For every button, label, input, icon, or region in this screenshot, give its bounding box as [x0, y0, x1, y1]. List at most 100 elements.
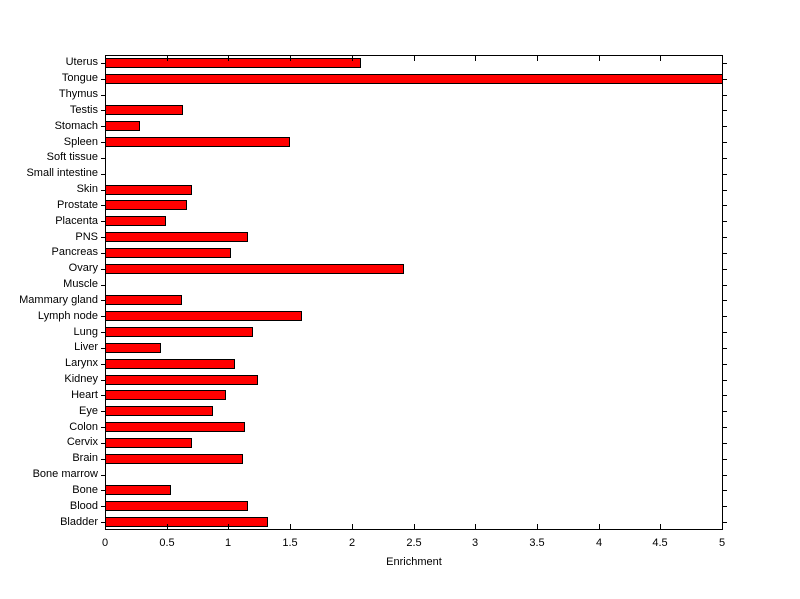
- y-tick-mark-left: [101, 316, 105, 317]
- bar-stomach: [105, 121, 140, 131]
- y-tick-mark-right: [723, 79, 727, 80]
- x-tick-mark-top: [660, 56, 661, 61]
- y-tick-label: Bone marrow: [32, 468, 98, 480]
- y-tick-label: Prostate: [57, 199, 98, 211]
- y-tick-mark-left: [101, 142, 105, 143]
- y-tick-mark-left: [101, 158, 105, 159]
- y-tick-mark-right: [723, 63, 727, 64]
- y-tick-label: Skin: [76, 183, 98, 195]
- y-tick-mark-left: [101, 63, 105, 64]
- y-tick-label: PNS: [75, 231, 98, 243]
- bar-blood: [105, 501, 248, 511]
- y-tick-label: Blood: [69, 500, 98, 512]
- y-tick-mark-left: [101, 269, 105, 270]
- y-tick-mark-right: [723, 269, 727, 270]
- y-tick-mark-right: [723, 205, 727, 206]
- bar-heart: [105, 390, 226, 400]
- x-tick-label: 0.5: [159, 537, 175, 549]
- y-tick-mark-right: [723, 126, 727, 127]
- y-tick-label: Heart: [71, 389, 98, 401]
- bar-bladder: [105, 517, 268, 527]
- y-tick-mark-right: [723, 348, 727, 349]
- x-tick-label: 3.5: [529, 537, 545, 549]
- bar-lung: [105, 327, 253, 337]
- y-tick-mark-right: [723, 332, 727, 333]
- y-tick-mark-right: [723, 380, 727, 381]
- x-axis-label: Enrichment: [386, 556, 442, 568]
- x-tick-mark-top: [475, 56, 476, 61]
- y-tick-label: Cervix: [66, 436, 98, 448]
- y-tick-mark-right: [723, 190, 727, 191]
- y-tick-mark-right: [723, 253, 727, 254]
- x-tick-mark-top: [290, 56, 291, 61]
- y-tick-label: Lymph node: [37, 310, 98, 322]
- x-tick-mark-top: [105, 56, 106, 61]
- y-tick-mark-right: [723, 174, 727, 175]
- y-tick-mark-right: [723, 316, 727, 317]
- y-tick-mark-right: [723, 237, 727, 238]
- y-tick-label: Tongue: [61, 72, 98, 84]
- y-tick-label: Kidney: [64, 373, 98, 385]
- y-tick-label: Pancreas: [51, 246, 98, 258]
- y-tick-mark-left: [101, 364, 105, 365]
- y-tick-mark-left: [101, 221, 105, 222]
- y-tick-mark-left: [101, 79, 105, 80]
- y-tick-label: Mammary gland: [19, 294, 98, 306]
- y-tick-mark-left: [101, 174, 105, 175]
- y-tick-label: Ovary: [68, 262, 98, 274]
- bar-pancreas: [105, 248, 231, 258]
- x-tick-mark-top: [537, 56, 538, 61]
- y-tick-label: Liver: [74, 341, 98, 353]
- bar-spleen: [105, 137, 290, 147]
- x-tick-label: 3: [471, 537, 479, 549]
- x-tick-mark-bottom: [167, 524, 168, 529]
- x-tick-mark-bottom: [599, 524, 600, 529]
- y-tick-label: Muscle: [63, 278, 98, 290]
- x-tick-mark-top: [414, 56, 415, 61]
- x-tick-mark-bottom: [414, 524, 415, 529]
- y-tick-mark-right: [723, 95, 727, 96]
- y-tick-mark-left: [101, 427, 105, 428]
- y-tick-mark-right: [723, 490, 727, 491]
- y-tick-mark-right: [723, 300, 727, 301]
- bar-brain: [105, 454, 243, 464]
- bar-colon: [105, 422, 245, 432]
- x-tick-mark-bottom: [228, 524, 229, 529]
- y-tick-mark-right: [723, 506, 727, 507]
- y-tick-mark-right: [723, 364, 727, 365]
- bar-placenta: [105, 216, 166, 226]
- x-tick-mark-bottom: [290, 524, 291, 529]
- y-tick-label: Stomach: [54, 120, 98, 132]
- y-tick-mark-left: [101, 95, 105, 96]
- y-tick-label: Bone: [72, 484, 98, 496]
- bar-ovary: [105, 264, 404, 274]
- x-tick-mark-top: [167, 56, 168, 61]
- x-tick-mark-bottom: [475, 524, 476, 529]
- y-tick-mark-left: [101, 380, 105, 381]
- y-tick-mark-left: [101, 253, 105, 254]
- y-tick-mark-left: [101, 348, 105, 349]
- y-tick-label: Testis: [69, 104, 98, 116]
- x-tick-mark-bottom: [352, 524, 353, 529]
- y-tick-mark-right: [723, 158, 727, 159]
- y-tick-label: Colon: [69, 421, 98, 433]
- bar-liver: [105, 343, 161, 353]
- bar-cervix: [105, 438, 192, 448]
- bar-uterus: [105, 58, 361, 68]
- bar-testis: [105, 105, 183, 115]
- y-tick-label: Thymus: [58, 88, 98, 100]
- x-tick-mark-bottom: [105, 524, 106, 529]
- x-tick-mark-top: [599, 56, 600, 61]
- y-tick-mark-right: [723, 522, 727, 523]
- bar-lymph-node: [105, 311, 302, 321]
- y-tick-label: Placenta: [55, 215, 98, 227]
- y-tick-mark-right: [723, 110, 727, 111]
- x-tick-label: 1: [224, 537, 232, 549]
- bar-bone: [105, 485, 171, 495]
- y-tick-mark-left: [101, 411, 105, 412]
- x-tick-label: 2.5: [406, 537, 422, 549]
- y-tick-mark-left: [101, 285, 105, 286]
- x-tick-label: 0: [101, 537, 109, 549]
- x-tick-label: 2: [348, 537, 356, 549]
